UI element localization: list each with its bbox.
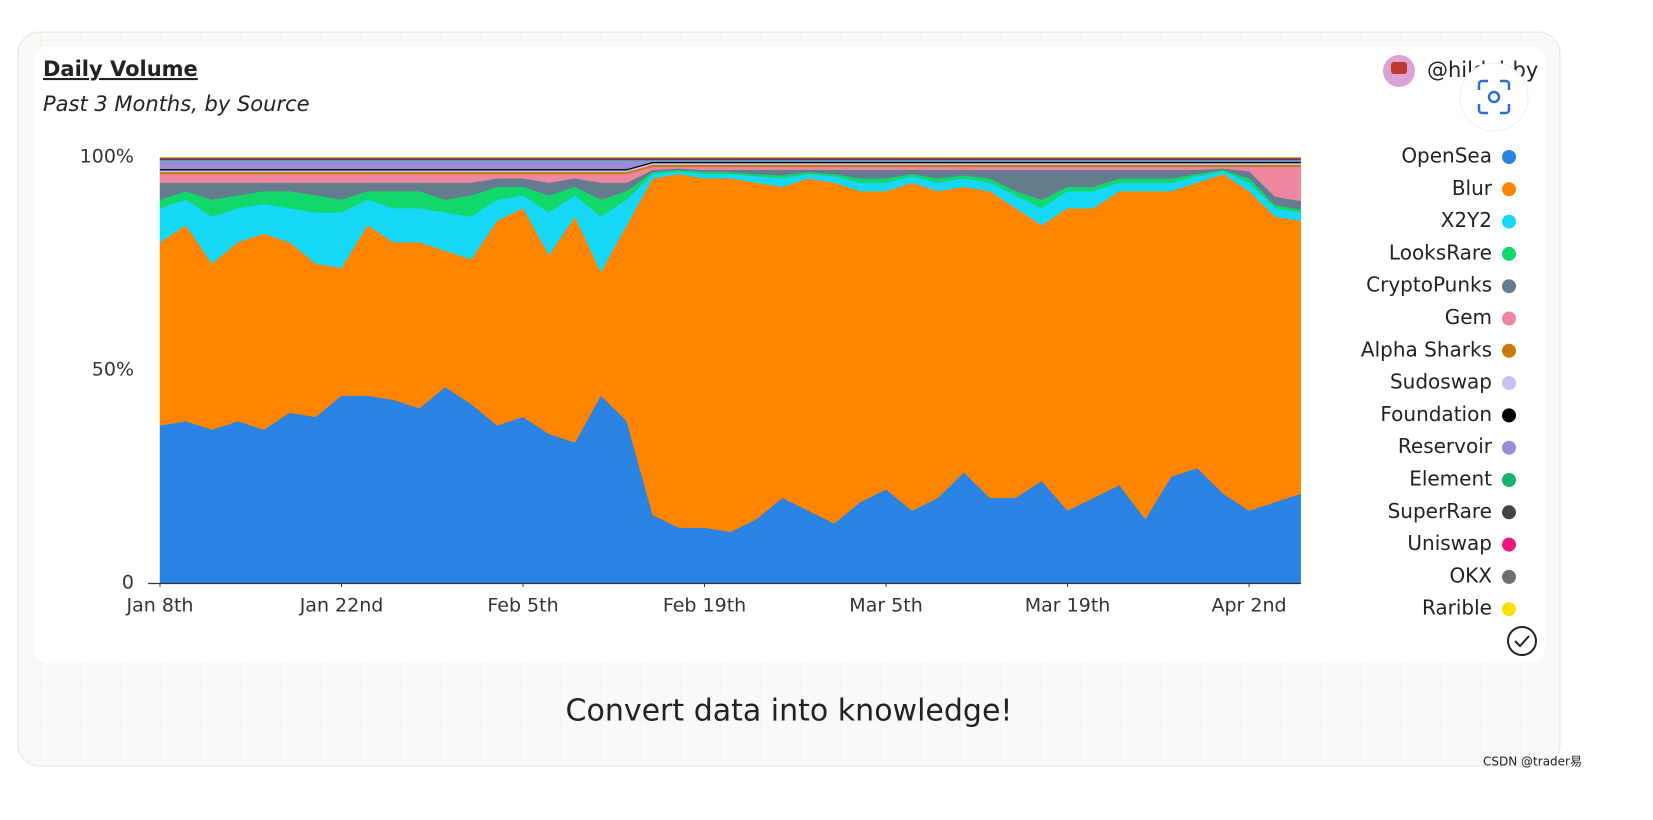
legend-label: Uniswap bbox=[1407, 531, 1492, 555]
watermark: CSDN @trader易 bbox=[1483, 755, 1582, 769]
chart-title[interactable]: Daily Volume bbox=[43, 57, 198, 81]
x-tick-label: Mar 5th bbox=[849, 595, 922, 617]
chart-subtitle: Past 3 Months, by Source bbox=[43, 92, 310, 116]
legend-swatch bbox=[1502, 150, 1516, 164]
legend-swatch bbox=[1502, 279, 1516, 294]
legend-swatch bbox=[1502, 182, 1516, 197]
x-tick-label: Jan 22nd bbox=[299, 595, 384, 617]
legend-label: Reservoir bbox=[1398, 434, 1493, 458]
x-tick-label: Jan 8th bbox=[126, 595, 194, 617]
legend-swatch bbox=[1502, 246, 1516, 261]
legend-label: Element bbox=[1409, 467, 1492, 491]
legend-swatch bbox=[1502, 440, 1516, 455]
y-tick-label: 50% bbox=[92, 359, 134, 381]
legend-label: CryptoPunks bbox=[1366, 273, 1492, 297]
legend-label: Foundation bbox=[1380, 402, 1492, 426]
screenshot-button[interactable] bbox=[1459, 62, 1529, 132]
legend-label: OKX bbox=[1449, 563, 1492, 587]
y-tick-label: 0 bbox=[122, 572, 134, 594]
legend-swatch bbox=[1502, 602, 1516, 617]
legend-label: OpenSea bbox=[1401, 144, 1492, 168]
legend-swatch bbox=[1502, 214, 1516, 229]
confirm-check bbox=[1514, 635, 1530, 648]
legend-swatch bbox=[1502, 376, 1516, 391]
button-icon-lens bbox=[1487, 90, 1501, 104]
legend-swatch bbox=[1502, 473, 1516, 487]
legend-label: Sudoswap bbox=[1390, 370, 1492, 394]
button-icon bbox=[1477, 79, 1511, 115]
legend-label: Alpha Sharks bbox=[1361, 337, 1492, 361]
legend-swatch bbox=[1502, 343, 1516, 358]
avatar-detail bbox=[1391, 62, 1407, 74]
legend-label: Blur bbox=[1452, 176, 1493, 200]
legend-swatch bbox=[1502, 505, 1516, 520]
legend-label: X2Y2 bbox=[1441, 208, 1492, 232]
button-bg[interactable] bbox=[1459, 62, 1529, 132]
plot-area bbox=[159, 157, 1301, 584]
x-tick-label: Apr 2nd bbox=[1212, 595, 1287, 617]
legend-label: Rarible bbox=[1422, 596, 1492, 620]
legend-swatch bbox=[1502, 537, 1516, 552]
footer-text: Convert data into knowledge! bbox=[566, 694, 1013, 729]
x-tick-label: Feb 5th bbox=[487, 595, 558, 617]
legend: OpenSea Blur X2Y2 LooksRare CryptoPunks Gem Al… bbox=[1361, 144, 1516, 620]
legend-swatch bbox=[1502, 569, 1516, 584]
legend-label: Gem bbox=[1445, 305, 1492, 329]
legend-swatch bbox=[1502, 311, 1516, 326]
y-tick-label: 100% bbox=[80, 146, 134, 168]
x-tick-label: Mar 19th bbox=[1025, 595, 1111, 617]
x-tick-label: Feb 19th bbox=[663, 595, 746, 617]
confirm-circle[interactable] bbox=[1507, 626, 1537, 656]
legend-swatch bbox=[1502, 408, 1516, 423]
legend-label: SuperRare bbox=[1388, 499, 1492, 523]
legend-label: LooksRare bbox=[1389, 240, 1492, 264]
confirm-button[interactable] bbox=[1507, 626, 1537, 656]
